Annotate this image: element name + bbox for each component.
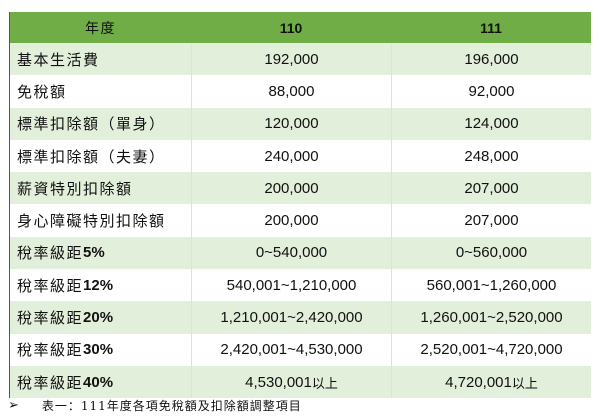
table-row: 免稅額 88,000 92,000 [10,75,591,108]
value-110: 240,000 [191,139,391,173]
value-110: 0~540,000 [191,236,391,270]
table-row: 標準扣除額（夫妻） 240,000 248,000 [10,139,591,173]
table-row: 稅率級距 12% 540,001~1,210,000 560,001~1,260,00… [10,269,591,302]
value-111: 124,000 [391,107,591,140]
value-111: 92,000 [391,75,591,108]
table-row: 稅率級距 20% 1,210,001~2,420,000 1,260,001~2,52… [10,301,591,334]
value-111: 1,260,001~2,520,000 [391,301,591,334]
value-111: 207,000 [391,172,591,205]
row-label: 基本生活費 [17,50,100,69]
value-111: 2,520,001~4,720,000 [391,333,591,366]
value-110: 200,000 [191,172,391,205]
value-111: 560,001~1,260,000 [391,269,591,302]
table-row: 身心障礙特別扣除額 200,000 207,000 [10,204,591,237]
table-row: 基本生活費 192,000 196,000 [10,43,591,76]
rate-percent: 20% [83,309,114,327]
value-110: 120,000 [191,107,391,140]
table-row: 稅率級距 30% 2,420,001~4,530,000 2,520,001~4,72… [10,333,591,366]
value-110: 540,001~1,210,000 [191,269,391,302]
table-row: 薪資特別扣除額 200,000 207,000 [10,172,591,205]
value-110: 192,000 [191,43,391,76]
tax-table: 年度 110 111 基本生活費 192,000 196,000 免稅額 88,000 9… [9,12,591,399]
value-111: 196,000 [391,43,591,76]
rate-percent: 30% [83,341,114,359]
rate-percent: 5% [83,244,105,262]
row-label: 稅率級距 12% [17,276,114,295]
value-110: 2,420,001~4,530,000 [191,333,391,366]
header-col-111: 111 [480,19,502,36]
caption-text: 表一：111年度各項免稅額及扣除額調整項目 [41,399,302,413]
table-row: 標準扣除額（單身） 120,000 124,000 [10,107,591,140]
row-label: 稅率級距 40% [17,373,114,392]
header-year-label: 年度 [85,20,116,37]
row-label: 稅率級距 5% [17,244,105,263]
header-col-110: 110 [279,19,303,36]
rate-percent: 12% [83,276,114,294]
bullet-arrow-icon: ➢ [8,398,20,413]
value-111: 207,000 [391,204,591,237]
row-label: 標準扣除額（夫妻） [17,147,166,166]
value-111: 4,720,001 以上 [391,365,591,399]
value-111: 248,000 [391,139,591,173]
value-111: 0~560,000 [391,236,591,270]
row-label: 稅率級距 30% [17,341,114,360]
row-label: 標準扣除額（單身） [17,115,166,134]
row-label: 薪資特別扣除額 [17,179,133,198]
rate-percent: 40% [83,373,114,391]
table-row: 稅率級距 5% 0~540,000 0~560,000 [10,236,591,270]
value-110: 1,210,001~2,420,000 [191,301,391,334]
row-label: 身心障礙特別扣除額 [17,212,166,231]
table-row: 稅率級距 40% 4,530,001 以上 4,720,001 以上 [10,365,591,399]
row-label: 免稅額 [17,82,67,101]
value-110: 200,000 [191,204,391,237]
row-label: 稅率級距 20% [17,309,114,328]
table-header-row: 年度 110 111 [10,12,591,43]
value-110: 4,530,001 以上 [191,365,391,399]
value-110: 88,000 [191,75,391,108]
table-caption: ➢ 表一：111年度各項免稅額及扣除額調整項目 [8,397,302,414]
